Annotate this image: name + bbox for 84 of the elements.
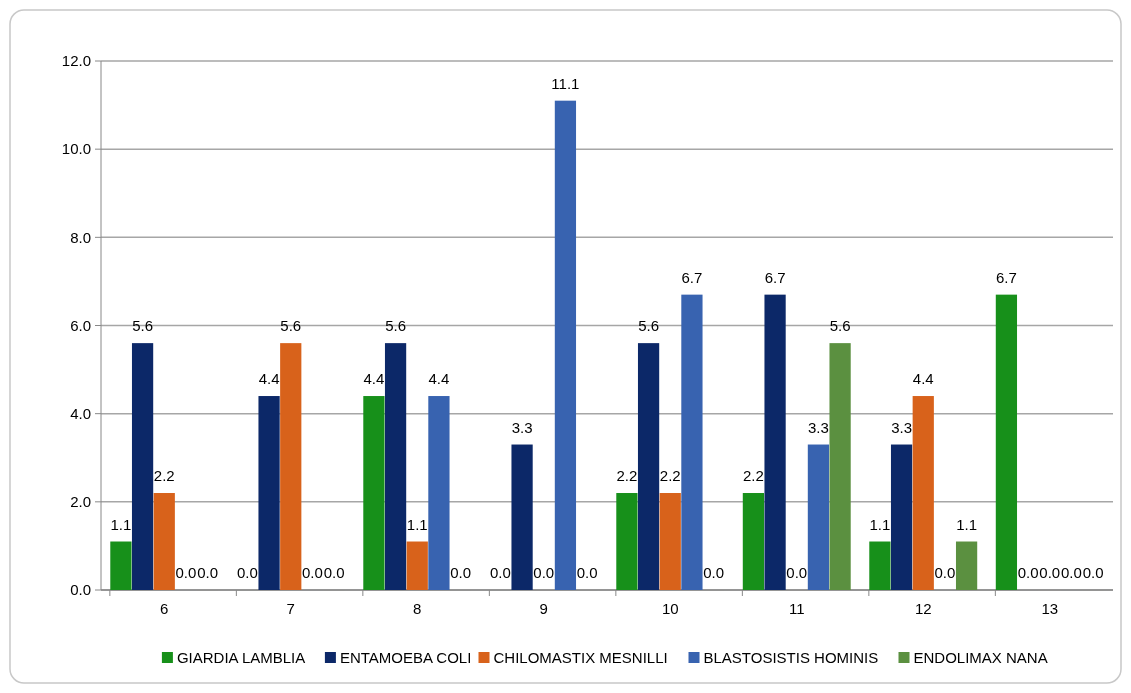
bar	[955, 541, 978, 590]
legend-label: ENTAMOEBA COLI	[339, 649, 472, 667]
bar	[912, 396, 934, 590]
bar	[384, 343, 407, 590]
data-label: 0.0	[301, 564, 323, 581]
data-label: 0.0	[533, 564, 555, 581]
data-label: 6.7	[995, 268, 1017, 286]
data-label: 0.0	[489, 564, 511, 581]
bar	[764, 294, 786, 590]
bar	[681, 294, 703, 590]
bar	[890, 444, 913, 590]
bar	[258, 396, 280, 590]
data-label: 0.0	[1082, 564, 1104, 581]
data-label: 5.6	[829, 317, 851, 335]
y-tick-label: 0.0	[70, 581, 91, 599]
legend-label: BLASTOSISTIS HOMINIS	[703, 649, 879, 667]
legend-label: GIARDIA LAMBLIA	[176, 649, 306, 667]
data-label: 5.6	[280, 317, 302, 335]
data-label: 1.1	[869, 515, 891, 533]
data-label: 4.4	[258, 370, 280, 388]
data-label: 3.3	[807, 418, 829, 436]
data-label: 0.0	[1017, 564, 1039, 581]
bar	[511, 444, 533, 590]
x-tick-label: 12	[914, 600, 932, 617]
bar	[829, 343, 851, 590]
x-tick-label: 13	[1041, 600, 1059, 617]
data-label: 2.2	[616, 467, 638, 485]
bar	[153, 493, 175, 590]
data-label: 0.0	[175, 564, 197, 581]
y-tick-label: 2.0	[70, 493, 91, 511]
bar	[659, 493, 681, 590]
x-tick-label: 7	[286, 600, 295, 617]
data-label: 0.0	[1039, 564, 1061, 581]
legend-label: ENDOLIMAX NANA	[913, 649, 1048, 667]
data-label: 1.1	[110, 515, 132, 533]
bar	[995, 294, 1018, 590]
bar	[554, 100, 577, 590]
bar	[869, 541, 891, 590]
y-tick-label: 12.0	[61, 52, 91, 70]
data-label: 0.0	[197, 564, 219, 581]
data-label: 0.0	[1060, 564, 1082, 581]
x-tick-label: 6	[160, 600, 169, 617]
bar	[131, 343, 154, 590]
data-label: 0.0	[576, 564, 598, 581]
bar	[110, 541, 132, 590]
data-label: 4.4	[363, 370, 385, 388]
bar	[428, 396, 450, 590]
y-tick-label: 4.0	[70, 404, 91, 422]
data-label: 0.0	[786, 564, 808, 581]
bar	[807, 444, 830, 590]
data-label: 3.3	[511, 418, 533, 436]
bar	[406, 541, 428, 590]
data-label: 0.0	[934, 564, 956, 581]
data-label: 2.2	[153, 467, 175, 485]
y-tick-label: 10.0	[61, 140, 91, 158]
data-label: 5.6	[638, 317, 660, 335]
data-label: 0.0	[450, 564, 472, 581]
data-label: 5.6	[132, 317, 154, 335]
bar	[280, 343, 302, 590]
data-label: 0.0	[236, 564, 258, 581]
y-tick-label: 6.0	[70, 316, 91, 334]
x-tick-label: 9	[539, 600, 548, 617]
data-label: 11.1	[551, 74, 580, 92]
data-label: 4.4	[912, 370, 934, 388]
x-tick-label: 10	[661, 600, 679, 617]
data-label: 2.2	[659, 467, 681, 485]
data-label: 1.1	[956, 515, 978, 533]
bar	[363, 396, 385, 590]
x-tick-label: 8	[413, 600, 422, 617]
data-label: 6.7	[681, 268, 703, 286]
data-label: 6.7	[764, 268, 786, 286]
bar	[637, 343, 660, 590]
data-label: 0.0	[703, 564, 725, 581]
y-tick-label: 8.0	[70, 228, 91, 246]
legend-label: CHILOMASTIX MESNILLI	[493, 649, 668, 667]
data-label: 2.2	[742, 467, 764, 485]
x-tick-label: 11	[788, 600, 805, 617]
data-label: 3.3	[891, 418, 913, 436]
data-label: 1.1	[406, 515, 428, 533]
data-label: 0.0	[323, 564, 345, 581]
bar	[742, 493, 765, 590]
data-label: 4.4	[428, 370, 450, 388]
data-label: 5.6	[385, 317, 407, 335]
bar	[616, 493, 638, 590]
